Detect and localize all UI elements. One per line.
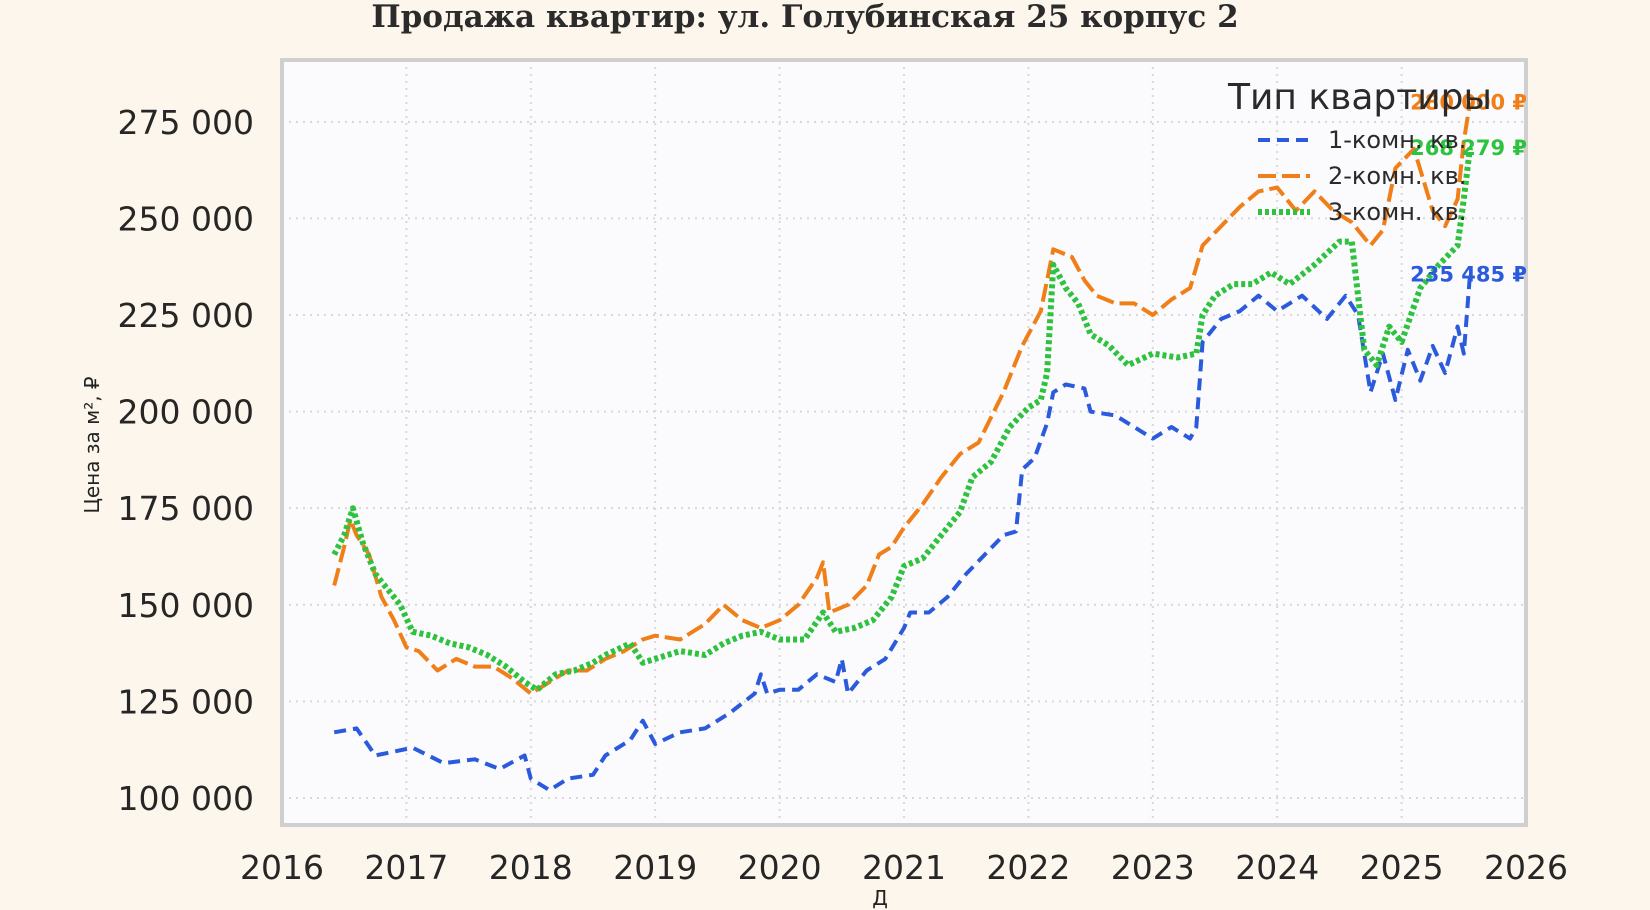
legend-label-2: 2-комн. кв.: [1328, 162, 1466, 190]
y-tick-label: 225 000: [118, 296, 254, 335]
chart-title: Продажа квартир: ул. Голубинская 25 корп…: [371, 0, 1239, 35]
x-tick-label: 2020: [738, 848, 822, 887]
y-tick-label: 250 000: [118, 199, 254, 238]
x-tick-label: 2016: [240, 848, 324, 887]
y-tick-label: 100 000: [118, 779, 254, 818]
plot-frame: [280, 58, 1528, 827]
end-value-label-3: 268 279 ₽: [1410, 136, 1527, 160]
x-tick-label: 2018: [489, 848, 573, 887]
x-tick-label: 2021: [862, 848, 946, 887]
series-line-2: [332, 102, 1472, 696]
x-tick-label: 2025: [1360, 848, 1444, 887]
x-tick-label: 2022: [986, 848, 1070, 887]
legend-label-1: 1-комн. кв.: [1328, 126, 1466, 154]
x-tick-label: 2023: [1111, 848, 1195, 887]
series-line-3: [331, 147, 1473, 693]
y-tick-label: 200 000: [118, 393, 254, 432]
x-tick-label: 2024: [1235, 848, 1319, 887]
end-value-label-1: 235 485 ₽: [1410, 262, 1527, 286]
legend-title: Тип квартиры: [1227, 77, 1492, 118]
y-tick-label: 150 000: [118, 586, 254, 625]
y-tick-label: 125 000: [118, 682, 254, 721]
x-tick-label: 2019: [613, 848, 697, 887]
x-tick-label: 2017: [364, 848, 448, 887]
x-tick-label: 2026: [1484, 848, 1568, 887]
y-tick-label: 275 000: [118, 103, 254, 142]
y-tick-label: 175 000: [118, 489, 254, 528]
series-line-1: [333, 274, 1472, 793]
legend-label-3: 3-комн. кв.: [1328, 198, 1466, 226]
end-value-label-2: 280 000 ₽: [1410, 91, 1527, 115]
